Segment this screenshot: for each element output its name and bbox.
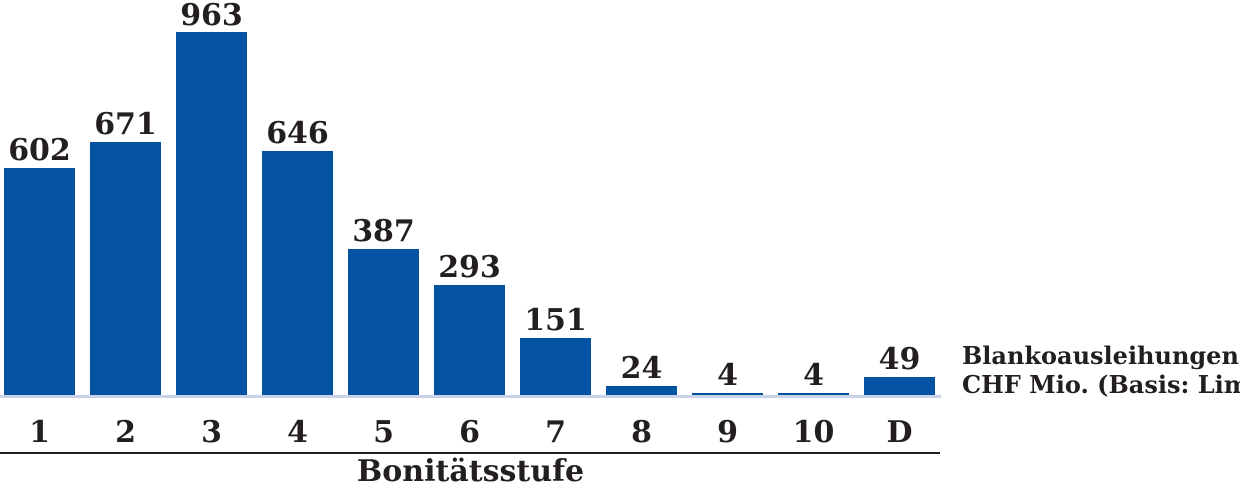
- x-tick-label: 2: [115, 415, 136, 450]
- x-tick-label: 1: [29, 415, 50, 450]
- bar: [606, 386, 677, 395]
- x-axis-line: [0, 452, 940, 454]
- x-tick-label: 8: [631, 415, 652, 450]
- bar: [262, 151, 333, 395]
- bar: [692, 393, 763, 395]
- baseline-line: [0, 395, 941, 398]
- bar-value-label: 24: [620, 351, 663, 386]
- bar: [4, 168, 75, 395]
- x-tick-label: 6: [459, 415, 480, 450]
- bar-value-label: 646: [266, 116, 329, 151]
- bar-value-label: 671: [94, 107, 157, 142]
- bar-value-label: 602: [8, 133, 71, 168]
- x-tick-label: 3: [201, 415, 222, 450]
- plot-area: 602 671 963 646 387 293 151 24 4 4 49: [4, 0, 935, 395]
- bar: [864, 377, 935, 395]
- x-tick-label: D: [886, 415, 913, 450]
- series-legend-line-1: Blankoausleihungen in: [962, 341, 1240, 370]
- series-legend-label: Blankoausleihungen in CHF Mio. (Basis: L…: [962, 341, 1240, 399]
- bar: [176, 32, 247, 395]
- x-tick-label: 7: [545, 415, 566, 450]
- bar-value-label: 387: [352, 214, 415, 249]
- bar: [520, 338, 591, 395]
- x-tick-label: 9: [717, 415, 738, 450]
- x-tick-label: 10: [792, 415, 835, 450]
- x-axis-ticks: 1 2 3 4 5 6 7 8 9 10 D: [0, 418, 941, 450]
- bar-value-label: 151: [524, 303, 587, 338]
- bar-value-label: 963: [180, 0, 243, 33]
- bar: [434, 285, 505, 395]
- series-legend-line-2: CHF Mio. (Basis: Limite): [962, 370, 1240, 399]
- bar-value-label: 4: [803, 358, 824, 393]
- bar: [90, 142, 161, 395]
- bar-value-label: 293: [438, 250, 501, 285]
- x-axis-title: Bonitätsstufe: [356, 454, 585, 488]
- bar: [348, 249, 419, 395]
- bar-value-label: 49: [878, 342, 921, 377]
- bar: [778, 393, 849, 395]
- x-tick-label: 4: [287, 415, 308, 450]
- x-tick-label: 5: [373, 415, 394, 450]
- bar-value-label: 4: [717, 358, 738, 393]
